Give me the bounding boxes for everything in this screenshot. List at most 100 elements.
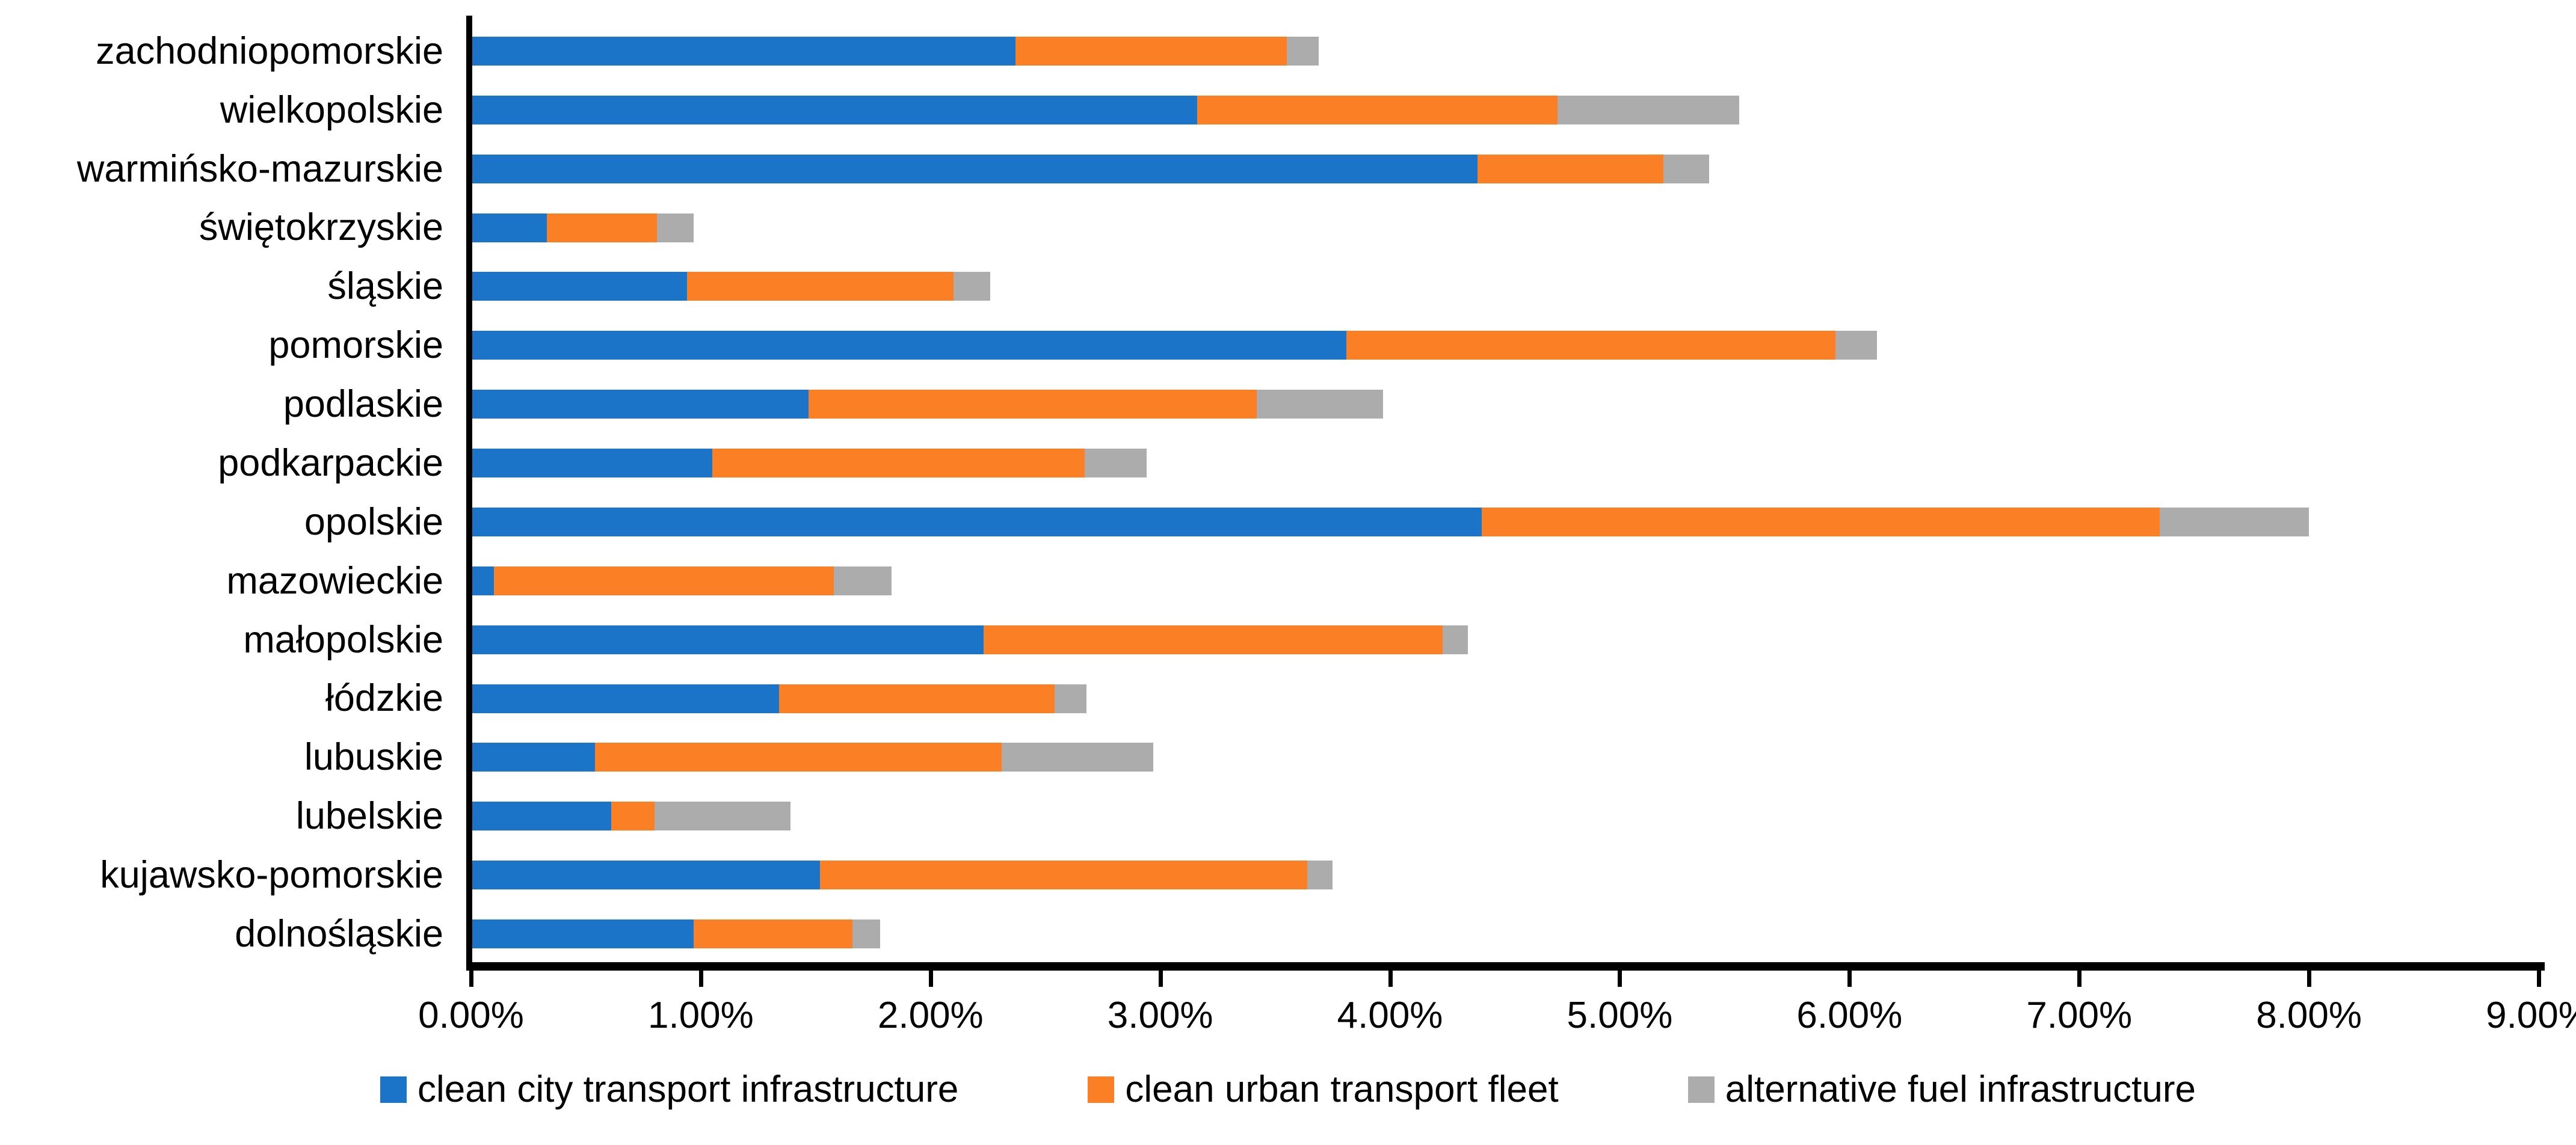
- bar-segment-clean-city-transport-infrastructure: [471, 684, 779, 713]
- bar-segment-clean-city-transport-infrastructure: [471, 919, 694, 949]
- category-label: łódzkie: [325, 677, 443, 720]
- legend: clean city transport infrastructure clean…: [0, 1069, 2576, 1110]
- bar-segment-clean-city-transport-infrastructure: [471, 507, 1482, 536]
- bar-segment-clean-city-transport-infrastructure: [471, 36, 1016, 66]
- category-label: lubuskie: [304, 736, 443, 779]
- bar-segment-alternative-fuel-infrastructure: [1257, 390, 1384, 419]
- category-label: zachodniopomorskie: [96, 29, 443, 72]
- bar-segment-clean-urban-transport-fleet: [820, 861, 1308, 890]
- stacked-bar: [471, 272, 2539, 301]
- legend-label: clean urban transport fleet: [1125, 1069, 1559, 1110]
- bar-row: warmińsko-mazurskie: [0, 140, 2576, 198]
- bar-segment-clean-urban-transport-fleet: [983, 625, 1443, 654]
- bar-segment-alternative-fuel-infrastructure: [953, 272, 991, 301]
- bar-row: świętokrzyskie: [0, 198, 2576, 257]
- legend-item: clean city transport infrastructure: [380, 1069, 958, 1110]
- axis-tick: [2077, 971, 2082, 987]
- bar-row: podlaskie: [0, 375, 2576, 434]
- bar-row: zachodniopomorskie: [0, 22, 2576, 81]
- bar-segment-clean-urban-transport-fleet: [694, 919, 852, 949]
- legend-item: clean urban transport fleet: [1088, 1069, 1559, 1110]
- bar-segment-clean-urban-transport-fleet: [1482, 507, 2160, 536]
- category-label: podlaskie: [283, 383, 443, 426]
- bar-segment-alternative-fuel-infrastructure: [1307, 861, 1333, 890]
- stacked-bar: [471, 566, 2539, 595]
- stacked-bar: [471, 625, 2539, 654]
- bar-segment-clean-urban-transport-fleet: [1197, 95, 1558, 124]
- bar-segment-clean-city-transport-infrastructure: [471, 95, 1197, 124]
- stacked-bar: [471, 95, 2539, 124]
- axis-tick: [1158, 971, 1163, 987]
- bar-row: lubelskie: [0, 787, 2576, 846]
- bar-segment-clean-city-transport-infrastructure: [471, 154, 1478, 183]
- bar-row: opolskie: [0, 493, 2576, 551]
- bar-row: śląskie: [0, 257, 2576, 316]
- axis-tick-label: 3.00%: [1107, 995, 1213, 1036]
- axis-tick: [698, 971, 703, 987]
- stacked-bar: [471, 919, 2539, 949]
- stacked-bar: [471, 154, 2539, 183]
- axis-tick-label: 4.00%: [1337, 995, 1443, 1036]
- axis-tick: [1618, 971, 1622, 987]
- bar-segment-clean-city-transport-infrastructure: [471, 390, 809, 419]
- category-label: lubelskie: [295, 795, 443, 838]
- bar-segment-clean-city-transport-infrastructure: [471, 331, 1346, 360]
- category-label: świętokrzyskie: [199, 206, 443, 249]
- bar-segment-clean-urban-transport-fleet: [494, 566, 834, 595]
- plot-area: zachodniopomorskie wielkopolskie warmińsko…: [0, 22, 2576, 963]
- stacked-bar: [471, 684, 2539, 713]
- axis-tick: [2307, 971, 2312, 987]
- axis-tick-label: 6.00%: [1796, 995, 1903, 1036]
- stacked-bar: [471, 802, 2539, 831]
- stacked-bar: [471, 861, 2539, 890]
- bar-segment-clean-urban-transport-fleet: [712, 449, 1085, 478]
- stacked-bar: [471, 507, 2539, 536]
- bar-row: dolnośląskie: [0, 904, 2576, 963]
- axis-tick-label: 0.00%: [418, 995, 524, 1036]
- bar-segment-alternative-fuel-infrastructure: [1286, 36, 1319, 66]
- bar-row: małopolskie: [0, 610, 2576, 669]
- bar-row: łódzkie: [0, 669, 2576, 728]
- category-label: wielkopolskie: [220, 88, 443, 131]
- axis-tick-label: 7.00%: [2026, 995, 2133, 1036]
- bar-row: lubuskie: [0, 728, 2576, 787]
- stacked-bar: [471, 331, 2539, 360]
- axis-tick: [2537, 971, 2541, 987]
- legend-label: clean city transport infrastructure: [418, 1069, 959, 1110]
- bar-segment-clean-city-transport-infrastructure: [471, 625, 984, 654]
- bar-segment-clean-urban-transport-fleet: [778, 684, 1055, 713]
- bar-segment-clean-city-transport-infrastructure: [471, 861, 821, 890]
- category-label: śląskie: [327, 265, 443, 308]
- axis-tick-label: 2.00%: [877, 995, 984, 1036]
- bar-segment-alternative-fuel-infrastructure: [1443, 625, 1468, 654]
- bar-segment-clean-city-transport-infrastructure: [471, 213, 547, 242]
- bar-row: kujawsko-pomorskie: [0, 846, 2576, 904]
- axis-tick-label: 8.00%: [2256, 995, 2362, 1036]
- stacked-bar: [471, 36, 2539, 66]
- category-label: pomorskie: [268, 324, 443, 367]
- bar-segment-clean-urban-transport-fleet: [809, 390, 1257, 419]
- bar-segment-clean-urban-transport-fleet: [611, 802, 655, 831]
- bar-segment-alternative-fuel-infrastructure: [655, 802, 790, 831]
- bar-segment-clean-city-transport-infrastructure: [471, 802, 611, 831]
- bar-row: mazowieckie: [0, 551, 2576, 610]
- axis-tick: [928, 971, 933, 987]
- axis-tick: [1388, 971, 1393, 987]
- category-label: opolskie: [304, 500, 443, 543]
- bar-segment-alternative-fuel-infrastructure: [2159, 507, 2309, 536]
- value-axis-line: [466, 962, 2545, 971]
- bar-segment-alternative-fuel-infrastructure: [834, 566, 892, 595]
- category-label: podkarpackie: [218, 441, 443, 484]
- legend-swatch-icon: [1088, 1076, 1115, 1104]
- stacked-bar: [471, 213, 2539, 242]
- bar-segment-alternative-fuel-infrastructure: [1084, 449, 1147, 478]
- bar-row: podkarpackie: [0, 434, 2576, 493]
- stacked-bar: [471, 743, 2539, 772]
- bar-segment-alternative-fuel-infrastructure: [1558, 95, 1740, 124]
- legend-swatch-icon: [1687, 1076, 1715, 1104]
- bar-segment-clean-city-transport-infrastructure: [471, 566, 495, 595]
- category-axis-line: [466, 16, 472, 971]
- stacked-bar: [471, 449, 2539, 478]
- bar-segment-clean-urban-transport-fleet: [547, 213, 658, 242]
